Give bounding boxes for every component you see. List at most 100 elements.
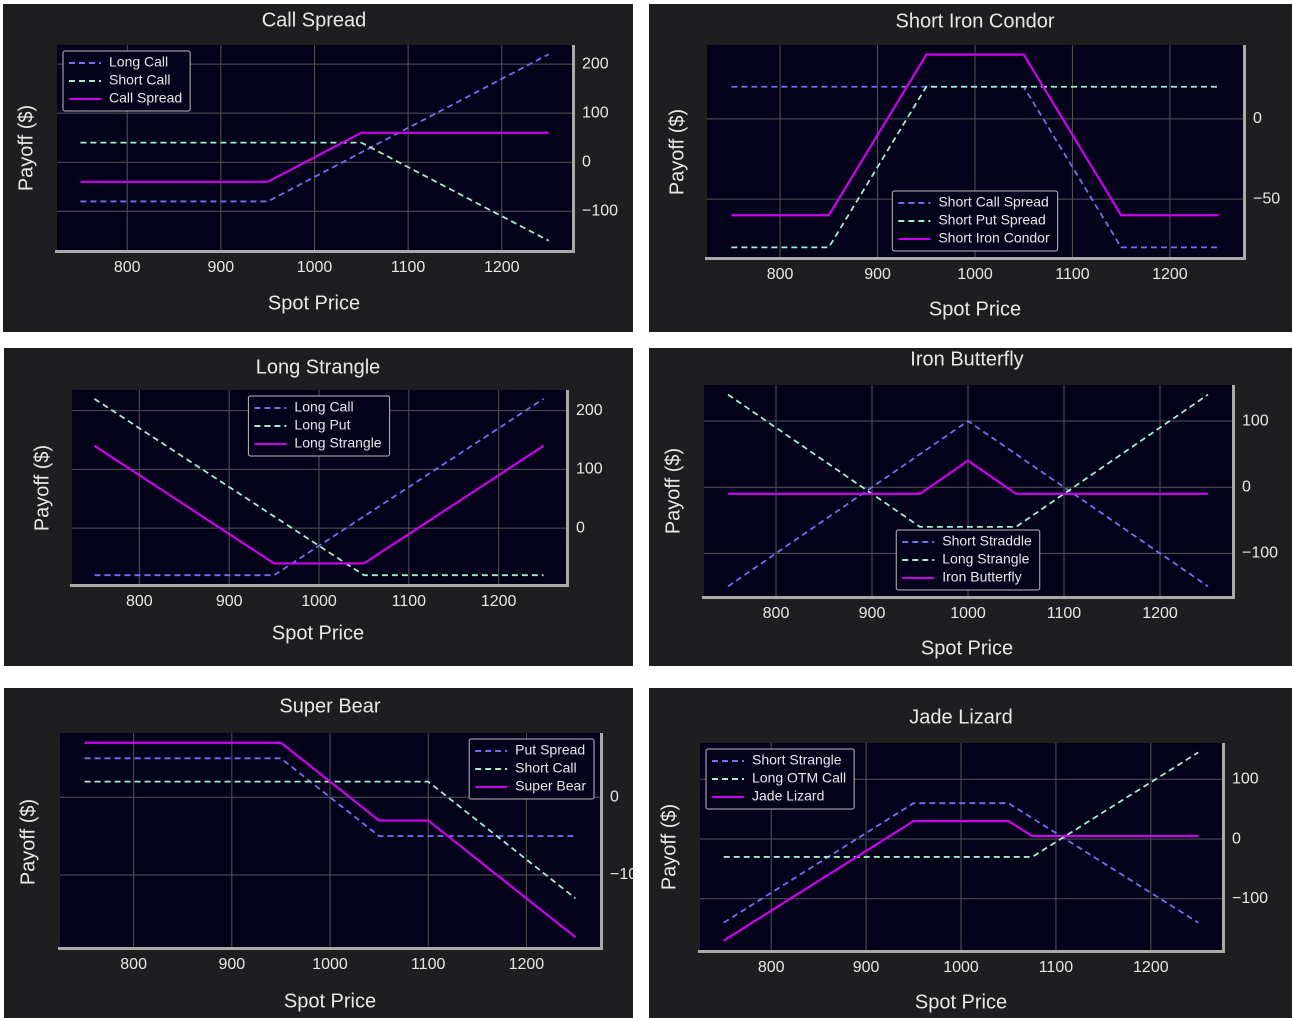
chart-panel: 800 900 1000 1100 1200 −100 0 Super Bear Spot Pr…	[4, 688, 646, 1018]
legend-label: Long OTM Call	[752, 770, 846, 786]
series-line	[80, 53, 550, 203]
legend: Put Spread Short Call Super Bear	[468, 738, 595, 800]
y-tick-label: 100	[1242, 412, 1269, 429]
y-tick-label: −100	[582, 202, 618, 219]
legend-box	[247, 395, 391, 457]
series-line	[93, 444, 545, 565]
y-tick-label: 200	[582, 55, 609, 72]
x-tick-label: 1200	[1142, 605, 1178, 622]
legend: Short Straddle Long Strangle Iron Butterfl…	[895, 529, 1041, 591]
y-tick-label: 100	[582, 104, 609, 121]
y-axis-label: Payoff ($)	[17, 799, 39, 885]
x-tick-label: 900	[218, 956, 245, 973]
legend: Long Call Short Call Call Spread	[62, 50, 191, 112]
legend-label: Super Bear	[515, 778, 586, 794]
legend-label: Jade Lizard	[752, 788, 824, 804]
legend-label: Short Call	[515, 760, 576, 776]
x-tick-label: 1100	[392, 593, 427, 610]
series-line	[80, 141, 550, 242]
x-tick-label: 1000	[312, 956, 348, 973]
series-line	[94, 398, 545, 577]
legend-label: Call Spread	[109, 90, 182, 106]
y-tick-label: 100	[1232, 771, 1259, 788]
y-axis-label: Payoff ($)	[666, 109, 688, 195]
x-tick-label: 800	[114, 259, 141, 276]
chart-title: Long Strangle	[256, 356, 381, 378]
x-tick-label: 1000	[957, 266, 993, 283]
y-axis-label: Payoff ($)	[15, 105, 37, 191]
x-axis-label: Spot Price	[272, 622, 364, 644]
x-tick-label: 800	[126, 593, 153, 610]
series-line	[84, 757, 576, 838]
x-axis-label: Spot Price	[268, 292, 360, 314]
series-line	[723, 820, 1199, 942]
legend-label: Iron Butterfly	[942, 569, 1021, 585]
legend-box	[891, 190, 1059, 252]
legend-label: Long Put	[294, 417, 350, 433]
y-tick-label: 0	[1232, 830, 1241, 847]
y-tick-label: −100	[610, 866, 646, 883]
y-tick-label: 0	[610, 788, 619, 805]
series-line	[84, 741, 577, 939]
y-tick-label: −100	[1232, 890, 1268, 907]
chart-panel: 800 900 1000 1100 1200 −100 0 100 Jade Lizard Spo…	[649, 688, 1292, 1018]
x-tick-label: 900	[864, 266, 891, 283]
x-axis-label: Spot Price	[284, 990, 376, 1012]
x-tick-label: 1100	[1039, 959, 1074, 976]
legend-box	[62, 50, 191, 112]
x-axis-label: Spot Price	[915, 991, 1007, 1013]
chart-title: Short Iron Condor	[896, 10, 1055, 32]
x-axis-label: Spot Price	[929, 298, 1021, 320]
legend: Long Call Long Put Long Strangle	[247, 395, 391, 457]
y-tick-label: 0	[576, 519, 585, 536]
legend-label: Short Strangle	[752, 752, 842, 768]
x-tick-label: 800	[120, 956, 147, 973]
x-tick-label: 900	[208, 259, 235, 276]
x-tick-label: 1200	[481, 593, 517, 610]
x-tick-label: 800	[763, 605, 790, 622]
series-line	[731, 85, 1219, 249]
y-axis-label: Payoff ($)	[658, 804, 680, 890]
y-tick-label: 0	[1253, 110, 1262, 127]
chart-title: Call Spread	[262, 9, 367, 31]
x-tick-label: 800	[767, 266, 794, 283]
x-axis-label: Spot Price	[921, 637, 1013, 659]
legend-label: Long Call	[294, 399, 353, 415]
x-tick-label: 1200	[484, 259, 520, 276]
y-tick-label: 0	[582, 153, 591, 170]
legend-box	[468, 738, 595, 800]
chart-panel: 800 900 1000 1100 1200 −100 0 100 Iron Butterfly…	[649, 348, 1292, 666]
series-line	[723, 802, 1199, 924]
legend-box	[705, 748, 855, 810]
legend-label: Short Call	[109, 72, 170, 88]
x-tick-label: 1200	[1152, 266, 1188, 283]
y-tick-label: −50	[1253, 190, 1280, 207]
x-tick-label: 900	[853, 959, 880, 976]
x-tick-label: 1000	[301, 593, 337, 610]
legend: Short Call Spread Short Put Spread Short I…	[891, 190, 1059, 252]
x-tick-label: 1100	[1055, 266, 1090, 283]
series-line	[727, 393, 1209, 528]
legend-label: Short Iron Condor	[938, 230, 1050, 246]
x-tick-label: 1000	[950, 605, 986, 622]
x-tick-label: 1000	[297, 259, 333, 276]
x-tick-label: 900	[216, 593, 243, 610]
y-tick-label: −100	[1242, 545, 1278, 562]
x-tick-label: 1100	[1047, 605, 1082, 622]
chart-title: Super Bear	[279, 695, 381, 717]
series-line	[80, 131, 549, 183]
legend-label: Put Spread	[515, 742, 585, 758]
legend-label: Long Call	[109, 54, 168, 70]
y-axis-label: Payoff ($)	[31, 445, 53, 531]
y-tick-label: 0	[1242, 478, 1251, 495]
chart-panel: 800 900 1000 1100 1200 0 100 200 Long Strangle Sp…	[4, 348, 633, 666]
legend-box	[895, 529, 1041, 591]
chart-title: Iron Butterfly	[910, 348, 1023, 370]
chart-panel: 800 900 1000 1100 1200 −100 0 100 200 Call Spread…	[3, 4, 633, 332]
legend-label: Short Straddle	[942, 533, 1032, 549]
y-tick-label: 200	[576, 402, 603, 419]
legend: Short Strangle Long OTM Call Jade Lizard	[705, 748, 855, 810]
x-tick-label: 800	[758, 959, 785, 976]
